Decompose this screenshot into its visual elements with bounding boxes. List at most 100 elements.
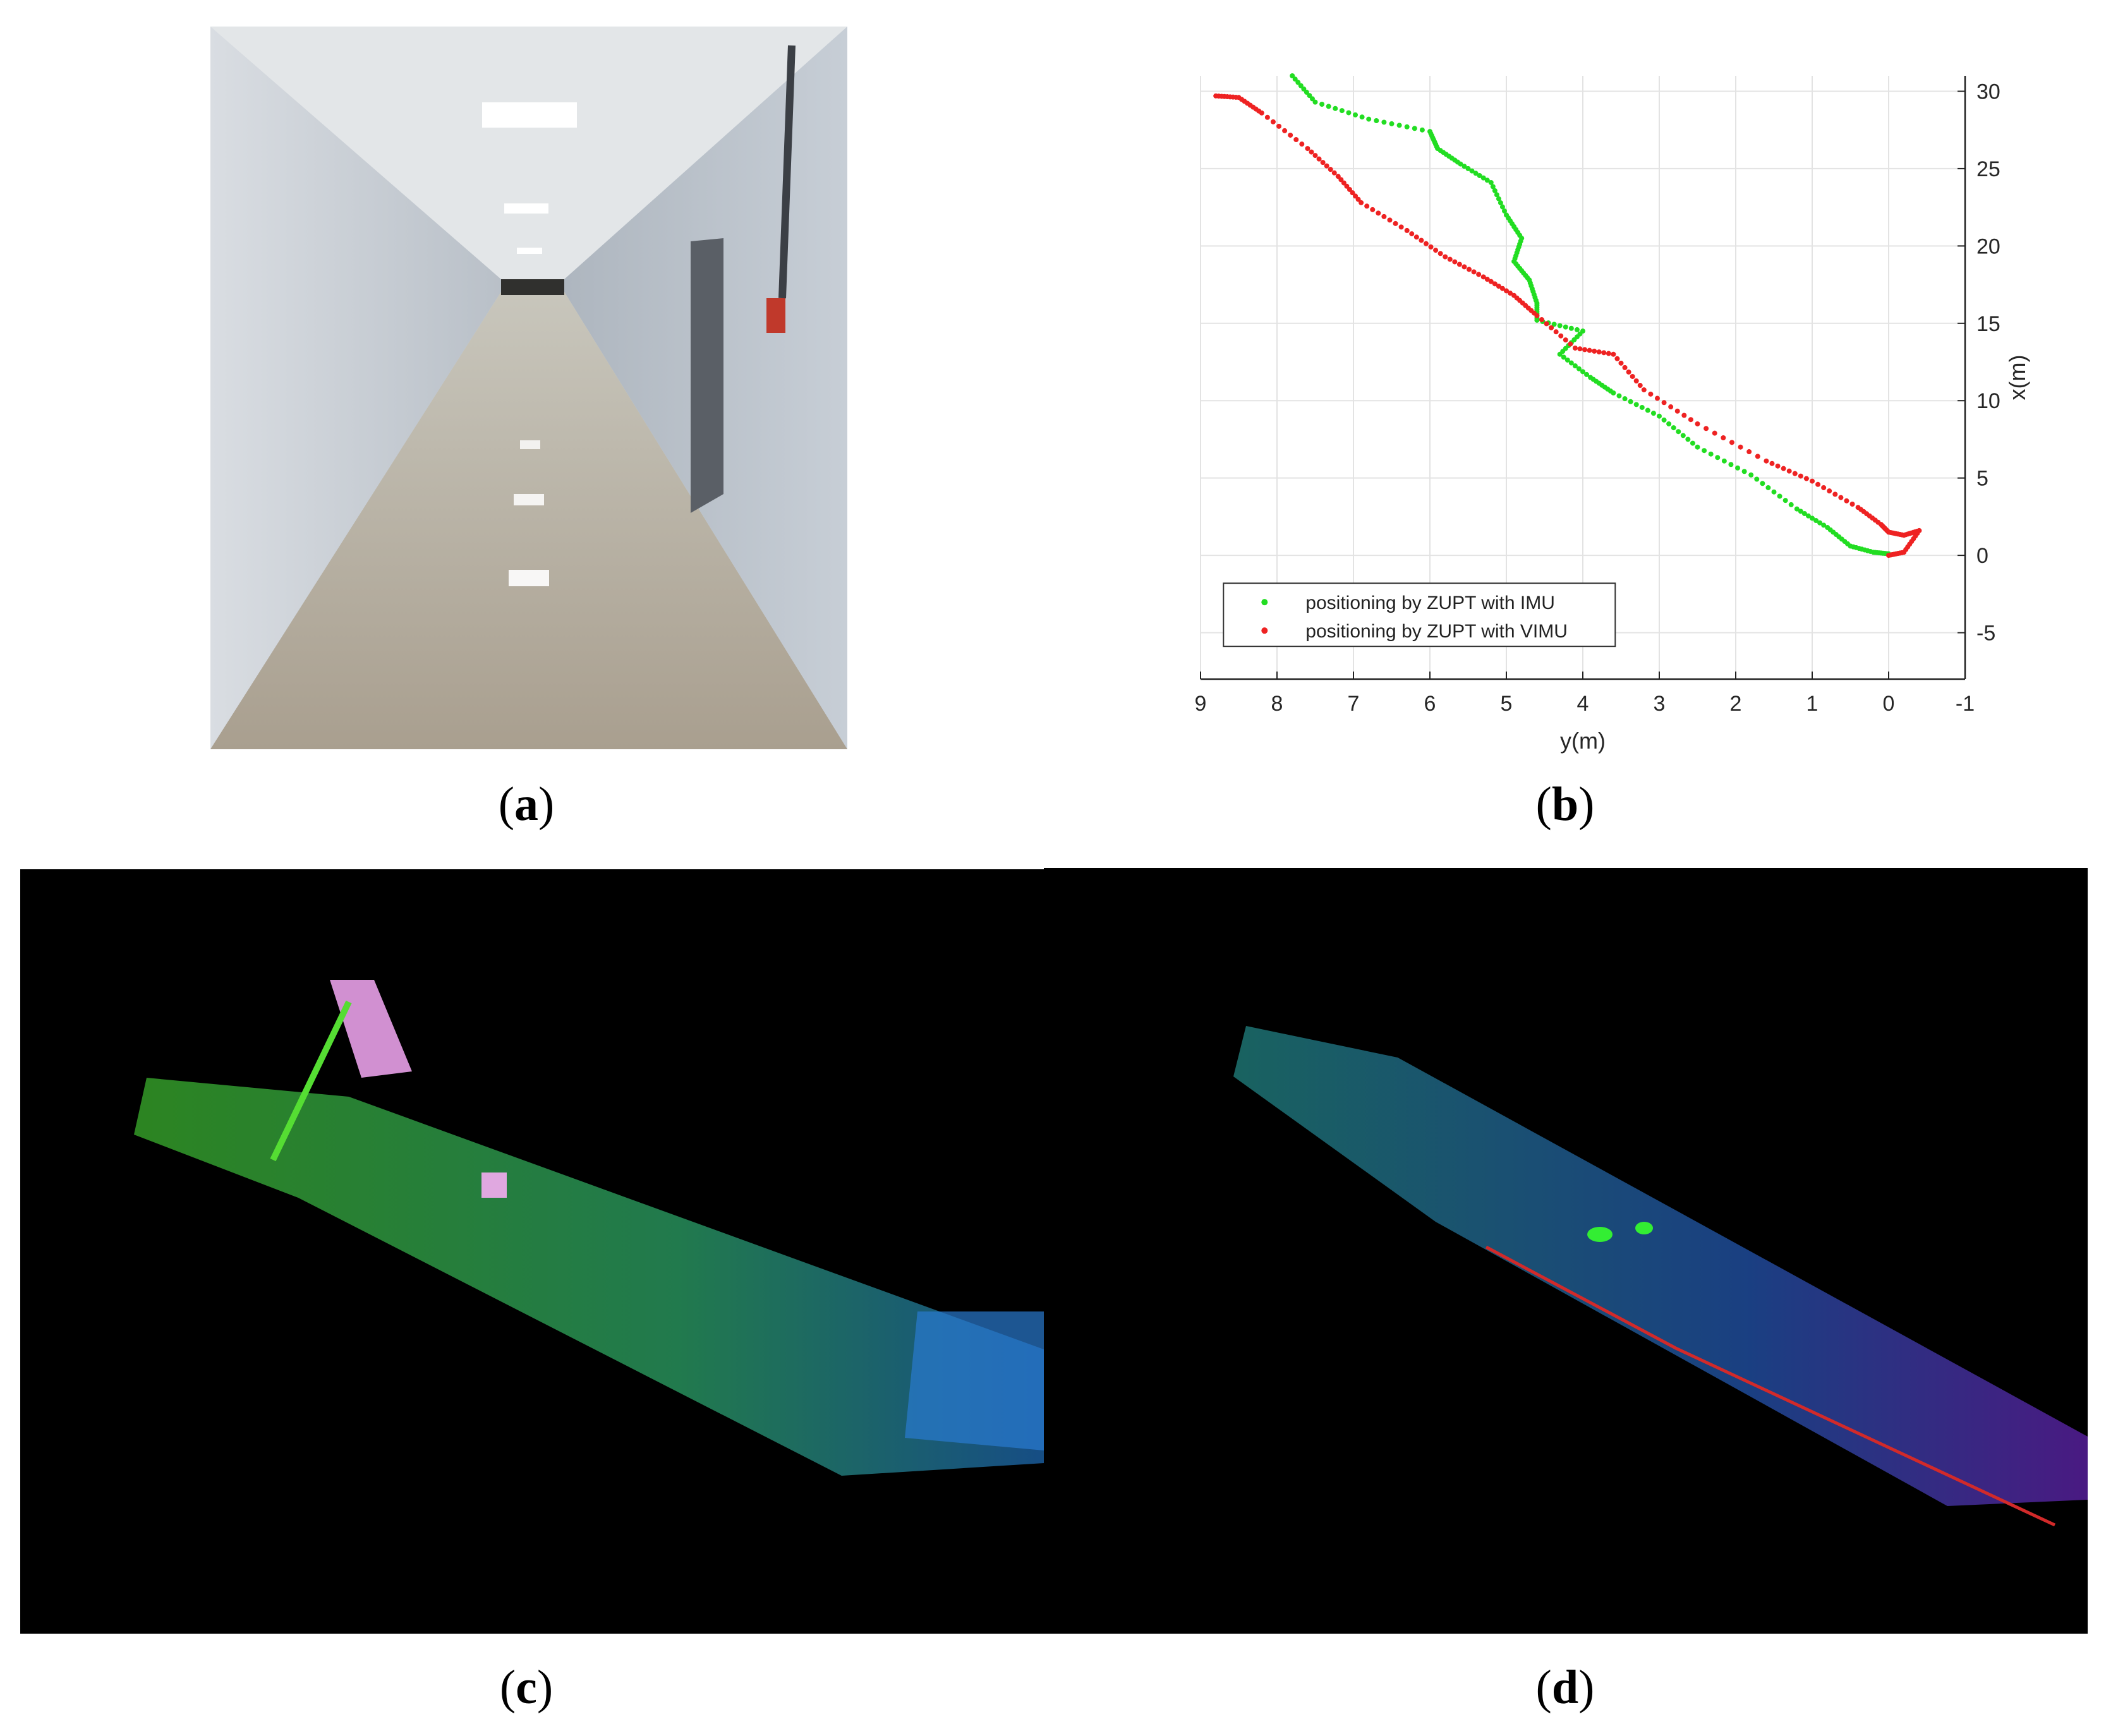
y-tick-label: -5 (1976, 622, 1995, 646)
series-1-point (1328, 167, 1333, 172)
series-1-point (1668, 404, 1674, 410)
series-1-point (1350, 190, 1355, 196)
series-0-point (1465, 166, 1471, 171)
series-0-point (1563, 324, 1568, 330)
series-1-point (1282, 128, 1288, 133)
y-tick-label: 30 (1976, 80, 2000, 104)
series-1-point (1721, 435, 1726, 440)
series-0-point (1650, 411, 1656, 416)
series-1-point (1553, 329, 1559, 335)
series-0-point (1798, 509, 1803, 514)
series-0-point (1821, 522, 1827, 528)
series-1-point (1661, 400, 1667, 406)
series-0-point (1551, 322, 1557, 327)
y-tick-label: 0 (1976, 544, 1988, 568)
series-0-point (1412, 126, 1417, 131)
series-1-point (1293, 137, 1299, 143)
series-0-point (1557, 323, 1563, 329)
series-0-point (1695, 444, 1700, 450)
series-1-point (1775, 463, 1781, 469)
series-1-point (1549, 325, 1554, 330)
series-0-point (1754, 476, 1760, 482)
series-1-point (1447, 256, 1453, 262)
legend-label-1: positioning by ZUPT with VIMU (1305, 621, 1568, 642)
series-1-point (1508, 291, 1513, 296)
series-0-point (1295, 80, 1301, 85)
series-1-point (1480, 274, 1486, 280)
series-0-point (1616, 393, 1622, 399)
series-0-point (1374, 118, 1379, 124)
series-0-point (1339, 108, 1345, 114)
series-1-point (1270, 119, 1276, 124)
series-0-point (1404, 124, 1410, 130)
y-tick-label: 15 (1976, 312, 2000, 336)
series-1-point (1484, 277, 1490, 282)
series-1-point (1827, 488, 1832, 494)
series-1-point (1316, 156, 1322, 162)
series-1-point (1558, 333, 1564, 339)
series-1-point (1413, 234, 1419, 240)
series-1-point (1764, 458, 1769, 464)
series-0-point (1611, 390, 1616, 395)
series-0-point (1319, 101, 1325, 107)
series-1-point (1299, 142, 1305, 147)
series-1-point (1338, 177, 1344, 183)
series-0-point (1419, 127, 1425, 133)
corridor-photo (210, 27, 847, 749)
series-0-point (1661, 417, 1667, 423)
series-1-point (1404, 227, 1410, 233)
series-1-point (1572, 345, 1578, 351)
series-1-point (1712, 430, 1717, 436)
series-1-point (1815, 481, 1821, 487)
point-cloud-vimu (1044, 868, 2088, 1634)
series-0-point (1584, 371, 1590, 377)
series-0-point (1771, 489, 1777, 495)
series-0-point (1676, 429, 1681, 435)
series-1-point (1738, 444, 1743, 450)
series-1-point (1370, 207, 1376, 212)
series-1-point (1695, 421, 1700, 426)
series-0-point (1534, 317, 1540, 323)
x-tick-label: 2 (1730, 692, 1742, 716)
series-0-point (1461, 164, 1467, 169)
series-1-point (1499, 286, 1505, 291)
legend-box (1223, 582, 1616, 648)
series-1-point (1544, 321, 1549, 327)
series-0-point (1794, 506, 1800, 512)
series-0-point (1469, 168, 1475, 174)
series-1-point (1803, 476, 1809, 481)
series-1-point (1312, 153, 1318, 159)
series-1-point (1504, 288, 1509, 294)
x-tick-label: 5 (1501, 692, 1513, 716)
trajectory-chart: 9 8 7 6 5 4 3 2 1 0 -1 30 25 20 15 10 5 0 -5 y(m) x(m) positi… (1175, 63, 2047, 771)
series-0-point (1708, 451, 1714, 457)
series-0-point (1494, 192, 1499, 198)
x-axis-label: y(m) (1560, 728, 1606, 754)
series-1-point (1381, 214, 1387, 219)
series-1-point (1674, 408, 1680, 414)
series-0-point (1671, 425, 1676, 431)
series-1-point (1437, 251, 1443, 256)
series-0-point (1473, 171, 1479, 176)
x-tick-label: 0 (1883, 692, 1895, 716)
series-1-point (1376, 210, 1381, 216)
point-cloud-imu (20, 869, 1044, 1634)
series-0-point (1458, 161, 1463, 167)
series-0-point (1359, 114, 1365, 120)
series-1-point (1688, 417, 1693, 423)
series-1-point (1577, 346, 1583, 352)
x-tick-label: 9 (1195, 692, 1207, 716)
y-tick-label: 10 (1976, 389, 2000, 413)
series-1-point (1648, 391, 1654, 397)
legend-label-0: positioning by ZUPT with IMU (1305, 593, 1555, 613)
y-tick-label: 5 (1976, 467, 1988, 491)
series-0-point (1353, 112, 1359, 118)
series-1-point (1264, 114, 1270, 120)
series-0-point (1760, 481, 1765, 486)
series-0-point (1366, 116, 1372, 122)
series-0-point (1501, 208, 1507, 214)
series-1-point (1324, 163, 1329, 169)
series-0-point (1498, 200, 1503, 206)
series-0-point (1346, 110, 1352, 116)
series-1-point (1393, 220, 1398, 226)
